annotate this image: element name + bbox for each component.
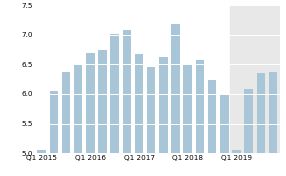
Bar [123,30,131,153]
Bar [62,71,70,153]
Bar [110,34,119,153]
Bar [49,91,58,153]
Bar [196,60,204,153]
Bar [230,5,279,153]
Bar [171,24,180,153]
Bar [135,54,143,153]
Bar [37,150,46,153]
Bar [257,73,265,153]
Bar [232,150,241,153]
Bar [159,57,168,153]
Bar [147,67,156,153]
Bar [184,65,192,153]
Bar [86,53,95,153]
Bar [244,89,253,153]
Bar [269,71,277,153]
Bar [98,50,107,153]
Bar [220,94,229,153]
Bar [208,80,216,153]
Bar [74,64,82,153]
